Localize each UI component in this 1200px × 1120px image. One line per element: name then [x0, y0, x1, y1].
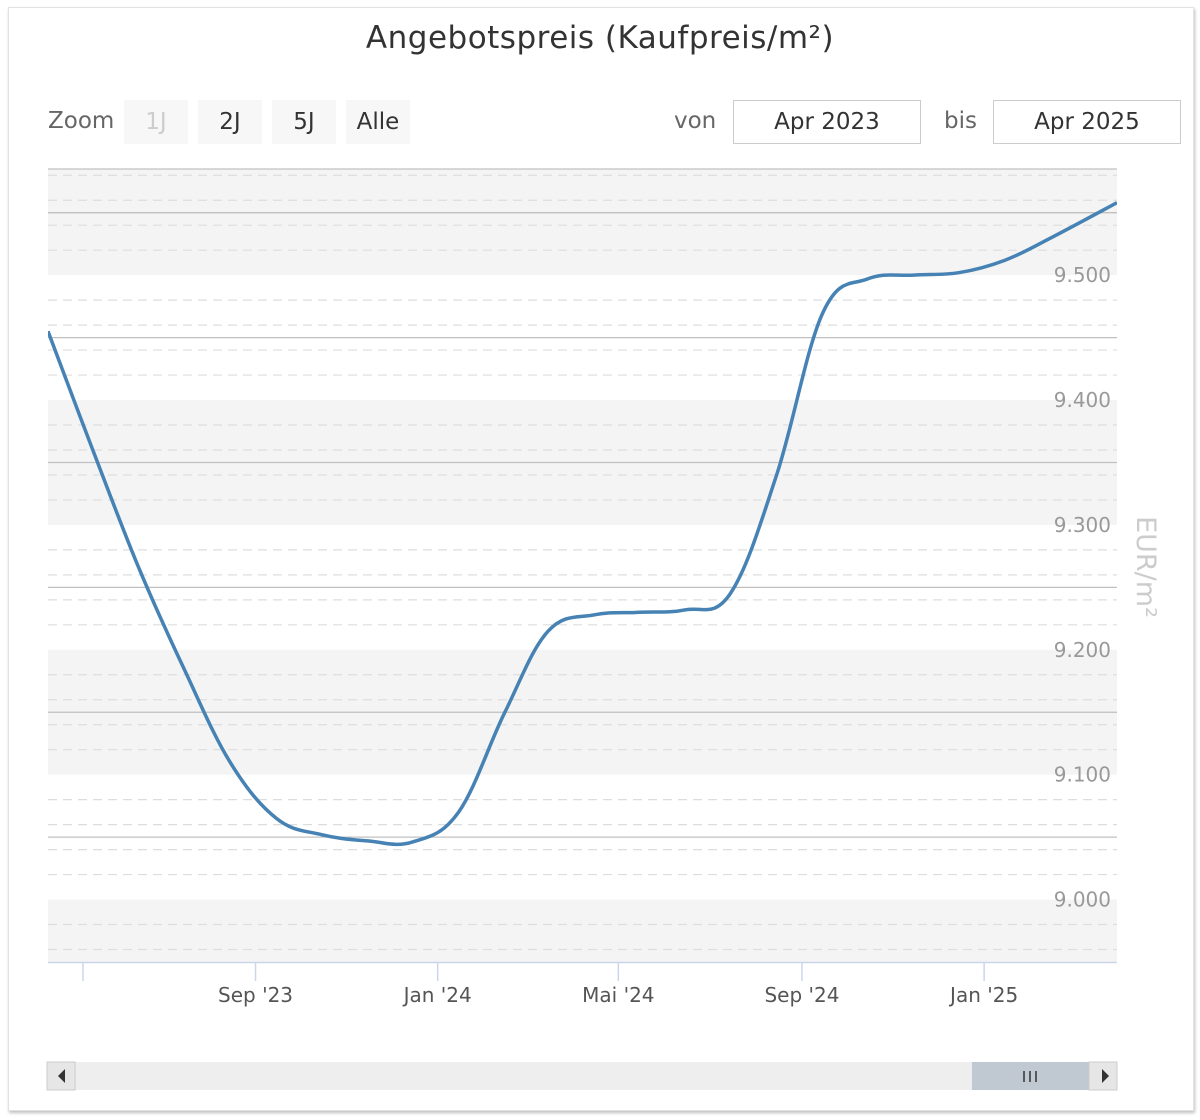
series-line [48, 201, 1117, 847]
to-label: bis [944, 108, 977, 134]
plot-band [48, 899, 1117, 962]
plot-band [48, 169, 1117, 276]
y-tick-label: 9.400 [1054, 388, 1111, 412]
scrollbar-track[interactable] [47, 1062, 1117, 1090]
y-axis-title: EUR/m² [1130, 516, 1161, 618]
scroll-right-button[interactable] [1088, 1061, 1118, 1091]
x-tick-label: Jan '25 [948, 983, 1018, 1007]
x-tick-label: Jan '24 [402, 983, 472, 1007]
x-tick-label: Mai '24 [582, 983, 654, 1007]
chart-title: Angebotspreis (Kaufpreis/m²) [365, 20, 835, 56]
x-tick-label: Sep '24 [764, 983, 839, 1007]
zoom-label: Zoom [48, 108, 115, 134]
from-date-input[interactable]: Apr 2023 [733, 100, 921, 144]
triangle-right-icon [1102, 1069, 1109, 1083]
y-tick-label: 9.000 [1054, 888, 1111, 912]
y-tick-label: 9.500 [1054, 263, 1111, 287]
zoom-1j-button[interactable]: 1J [124, 100, 188, 144]
navigator-scrollbar[interactable] [46, 1061, 1118, 1091]
zoom-2j-button[interactable]: 2J [198, 100, 262, 144]
to-date-input[interactable]: Apr 2025 [993, 100, 1181, 144]
zoom-alle-button[interactable]: Alle [346, 100, 410, 144]
y-tick-label: 9.300 [1054, 513, 1111, 537]
from-label: von [674, 108, 717, 134]
x-tick-label: Sep '23 [218, 983, 293, 1007]
y-tick-label: 9.100 [1054, 763, 1111, 787]
triangle-left-icon [58, 1069, 65, 1083]
scrollbar-thumb[interactable] [972, 1062, 1090, 1090]
zoom-5j-button[interactable]: 5J [272, 100, 336, 144]
y-tick-label: 9.200 [1054, 638, 1111, 662]
scroll-left-button[interactable] [46, 1061, 76, 1091]
grip-lines-icon [1023, 1071, 1037, 1082]
